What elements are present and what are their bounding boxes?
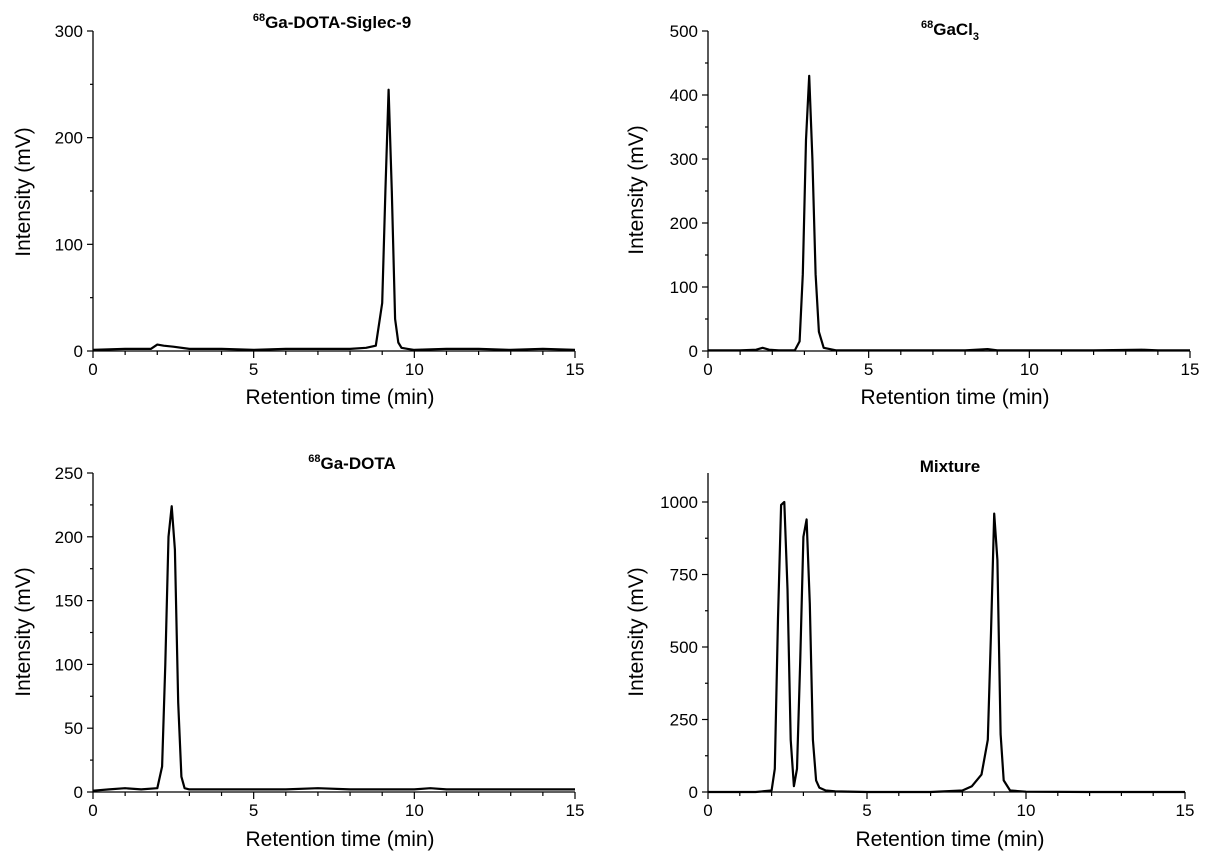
x-tick-label: 10 [1020,360,1039,379]
y-tick-label: 250 [670,711,698,730]
y-tick-label: 500 [670,638,698,657]
panel-title: Mixture [920,457,980,476]
y-tick-label: 0 [74,342,83,361]
x-tick-label: 15 [1176,801,1195,820]
y-tick-label: 200 [670,214,698,233]
x-tick-label: 5 [862,801,871,820]
x-tick-label: 0 [88,801,97,820]
x-tick-label: 5 [249,360,258,379]
panel-mixture: Mixture Intensity (mV) Retention time (m… [625,457,1194,851]
x-tick-label: 15 [566,801,585,820]
panel-title: 68Ga-DOTA-Siglec-9 [253,12,411,32]
y-tick-label: 200 [55,129,83,148]
x-tick-label: 15 [1181,360,1200,379]
x-tick-label: 15 [566,360,585,379]
panel-ga-dota: 68Ga-DOTA Intensity (mV) Retention time … [12,453,584,851]
panel-title: 68GaCl3 [921,19,979,43]
x-axis-label: Retention time (min) [245,828,434,851]
y-tick-label: 1000 [660,493,698,512]
y-tick-label: 400 [670,86,698,105]
x-tick-label: 0 [88,360,97,379]
y-tick-label: 250 [55,464,83,483]
chromatogram-trace [92,505,575,792]
panel-gacl3: 68GaCl3 Intensity (mV) Retention time (m… [625,19,1199,409]
panel-title: 68Ga-DOTA [308,453,396,473]
y-tick-label: 0 [74,783,83,802]
y-tick-label: 50 [64,719,83,738]
x-axis-label: Retention time (min) [245,386,434,409]
y-axis-label: Intensity (mV) [12,567,35,697]
x-tick-label: 0 [703,801,712,820]
y-tick-label: 100 [55,235,83,254]
y-tick-label: 100 [670,278,698,297]
x-tick-label: 10 [405,801,424,820]
x-tick-label: 10 [405,360,424,379]
chromatogram-trace [708,500,1185,794]
x-tick-label: 5 [249,801,258,820]
x-tick-label: 10 [1017,801,1036,820]
y-tick-label: 150 [55,592,83,611]
y-tick-label: 200 [55,528,83,547]
y-tick-label: 0 [689,342,698,361]
y-tick-label: 100 [55,655,83,674]
x-tick-label: 5 [864,360,873,379]
y-tick-label: 300 [55,22,83,41]
panel-ga-dota-siglec9: 68Ga-DOTA-Siglec-9 Intensity (mV) Retent… [12,12,584,409]
y-tick-label: 500 [670,22,698,41]
y-axis-label: Intensity (mV) [12,127,35,257]
x-axis-label: Retention time (min) [860,386,1049,409]
chromatogram-trace [708,74,1190,352]
y-axis-label: Intensity (mV) [625,567,648,697]
x-axis-label: Retention time (min) [855,828,1044,851]
chromatogram-trace [92,88,576,351]
y-tick-label: 0 [689,783,698,802]
y-tick-label: 750 [670,566,698,585]
x-tick-label: 0 [703,360,712,379]
y-axis-label: Intensity (mV) [625,125,648,255]
y-tick-label: 300 [670,150,698,169]
